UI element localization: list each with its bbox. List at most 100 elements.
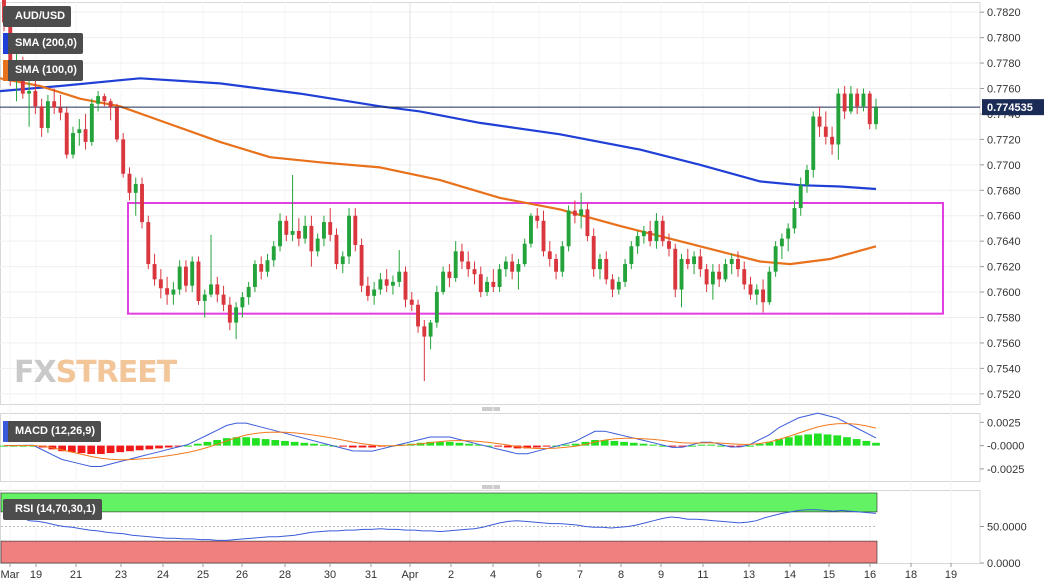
sma100-line	[0, 77, 877, 266]
macd-hist-bar	[571, 443, 580, 446]
candle-body	[874, 107, 878, 125]
candle-body	[378, 279, 383, 290]
macd-hist-bar	[174, 445, 183, 447]
macd-hist-bar	[0, 445, 8, 447]
candle	[485, 276, 489, 296]
macd-hist-bar	[77, 445, 86, 454]
macd-hist-bar	[649, 444, 658, 446]
macd-hist-bar	[503, 445, 512, 448]
candle-body	[353, 215, 358, 245]
macd-hist-bar	[872, 442, 880, 446]
candle-body	[710, 271, 715, 285]
candle	[434, 285, 439, 328]
candle	[158, 269, 163, 299]
candles	[2, 0, 878, 382]
candle	[114, 103, 119, 142]
candle-body	[39, 106, 44, 128]
sma100-badge[interactable]: SMA (100,0)	[3, 60, 83, 81]
macd-hist-bar	[600, 440, 609, 446]
candle	[227, 297, 232, 331]
candle-body	[529, 215, 533, 244]
macd-hist-bar	[639, 443, 648, 446]
candle	[315, 233, 320, 257]
macd-hist-bar	[58, 445, 67, 452]
macd-hist-bar	[629, 442, 638, 446]
candle-body	[541, 220, 546, 252]
date-tick-label: 9	[658, 569, 664, 581]
candle	[133, 177, 138, 216]
candle	[522, 238, 527, 267]
candle-body	[434, 292, 439, 323]
macd-swatch	[3, 421, 8, 442]
macd-hist-bar	[591, 440, 599, 446]
price-tick-label: 0.7660	[987, 211, 1021, 223]
candle	[641, 225, 646, 244]
candle-body	[836, 93, 841, 145]
rsi-badge[interactable]: RSI (14,70,30,1)	[3, 499, 102, 520]
candle	[855, 88, 860, 114]
candle	[365, 276, 370, 301]
candle-body	[855, 93, 860, 107]
candle-body	[384, 279, 389, 286]
date-tick-label: 19	[30, 569, 42, 581]
date-tick-label: 21	[70, 569, 82, 581]
macd-panel-border	[0, 413, 981, 482]
macd-hist-bar	[319, 444, 328, 446]
candle	[152, 253, 157, 286]
macd-hist-bar	[494, 445, 503, 447]
candle-body	[667, 241, 671, 249]
candle-body	[202, 294, 207, 301]
rsi-tick-label: 50.0000	[987, 522, 1027, 534]
date-tick-label: 8	[618, 569, 624, 581]
candle-body	[183, 266, 188, 286]
candle	[616, 276, 621, 295]
candle-body	[190, 261, 195, 286]
macd-tick-label: -0.0000	[987, 441, 1024, 453]
symbol-badge: AUD/USD	[3, 6, 72, 27]
candle-body	[598, 258, 602, 270]
candle-body	[635, 236, 640, 247]
price-panel-border	[0, 2, 981, 405]
candle	[397, 250, 402, 287]
macd-hist-bar	[843, 437, 851, 446]
date-tick-label: 25	[197, 569, 209, 581]
candle	[786, 223, 791, 252]
candle	[334, 228, 339, 270]
candle-body	[510, 261, 515, 272]
candle	[453, 241, 458, 282]
macd-hist-bar	[581, 441, 590, 446]
candle	[585, 203, 590, 242]
macd-hist-bar	[658, 445, 667, 447]
candle	[372, 281, 377, 305]
macd-hist-bar	[97, 445, 105, 454]
macd-hist-bar	[707, 444, 716, 446]
candle	[830, 126, 835, 155]
sma200-badge[interactable]: SMA (200,0)	[3, 33, 83, 54]
price-tick-label: 0.7700	[987, 160, 1021, 172]
macd-panel	[0, 412, 880, 467]
candle	[309, 215, 314, 267]
macd-hist-bar	[668, 445, 677, 447]
candle-body	[554, 258, 559, 272]
rsi-label: RSI (14,70,30,1)	[15, 503, 96, 515]
macd-badge[interactable]: MACD (12,26,9)	[3, 421, 102, 442]
candle	[165, 276, 170, 305]
symbol-label: AUD/USD	[15, 10, 66, 22]
macd-hist-bar	[281, 440, 289, 446]
macd-hist-bar	[164, 445, 173, 448]
date-tick-label: 15	[823, 569, 835, 581]
candle	[591, 228, 596, 277]
candle	[823, 111, 828, 145]
logo-street: STREET	[55, 355, 178, 390]
candle	[215, 276, 220, 303]
candle-body	[572, 210, 577, 216]
candle	[773, 241, 778, 277]
macd-hist-bar	[271, 440, 280, 446]
candle	[52, 88, 57, 114]
candle-body	[45, 101, 50, 128]
candle-body	[478, 274, 483, 293]
candle-body	[83, 129, 88, 142]
candle	[698, 248, 703, 277]
candle	[416, 299, 420, 333]
macd-hist-bar	[610, 440, 619, 446]
